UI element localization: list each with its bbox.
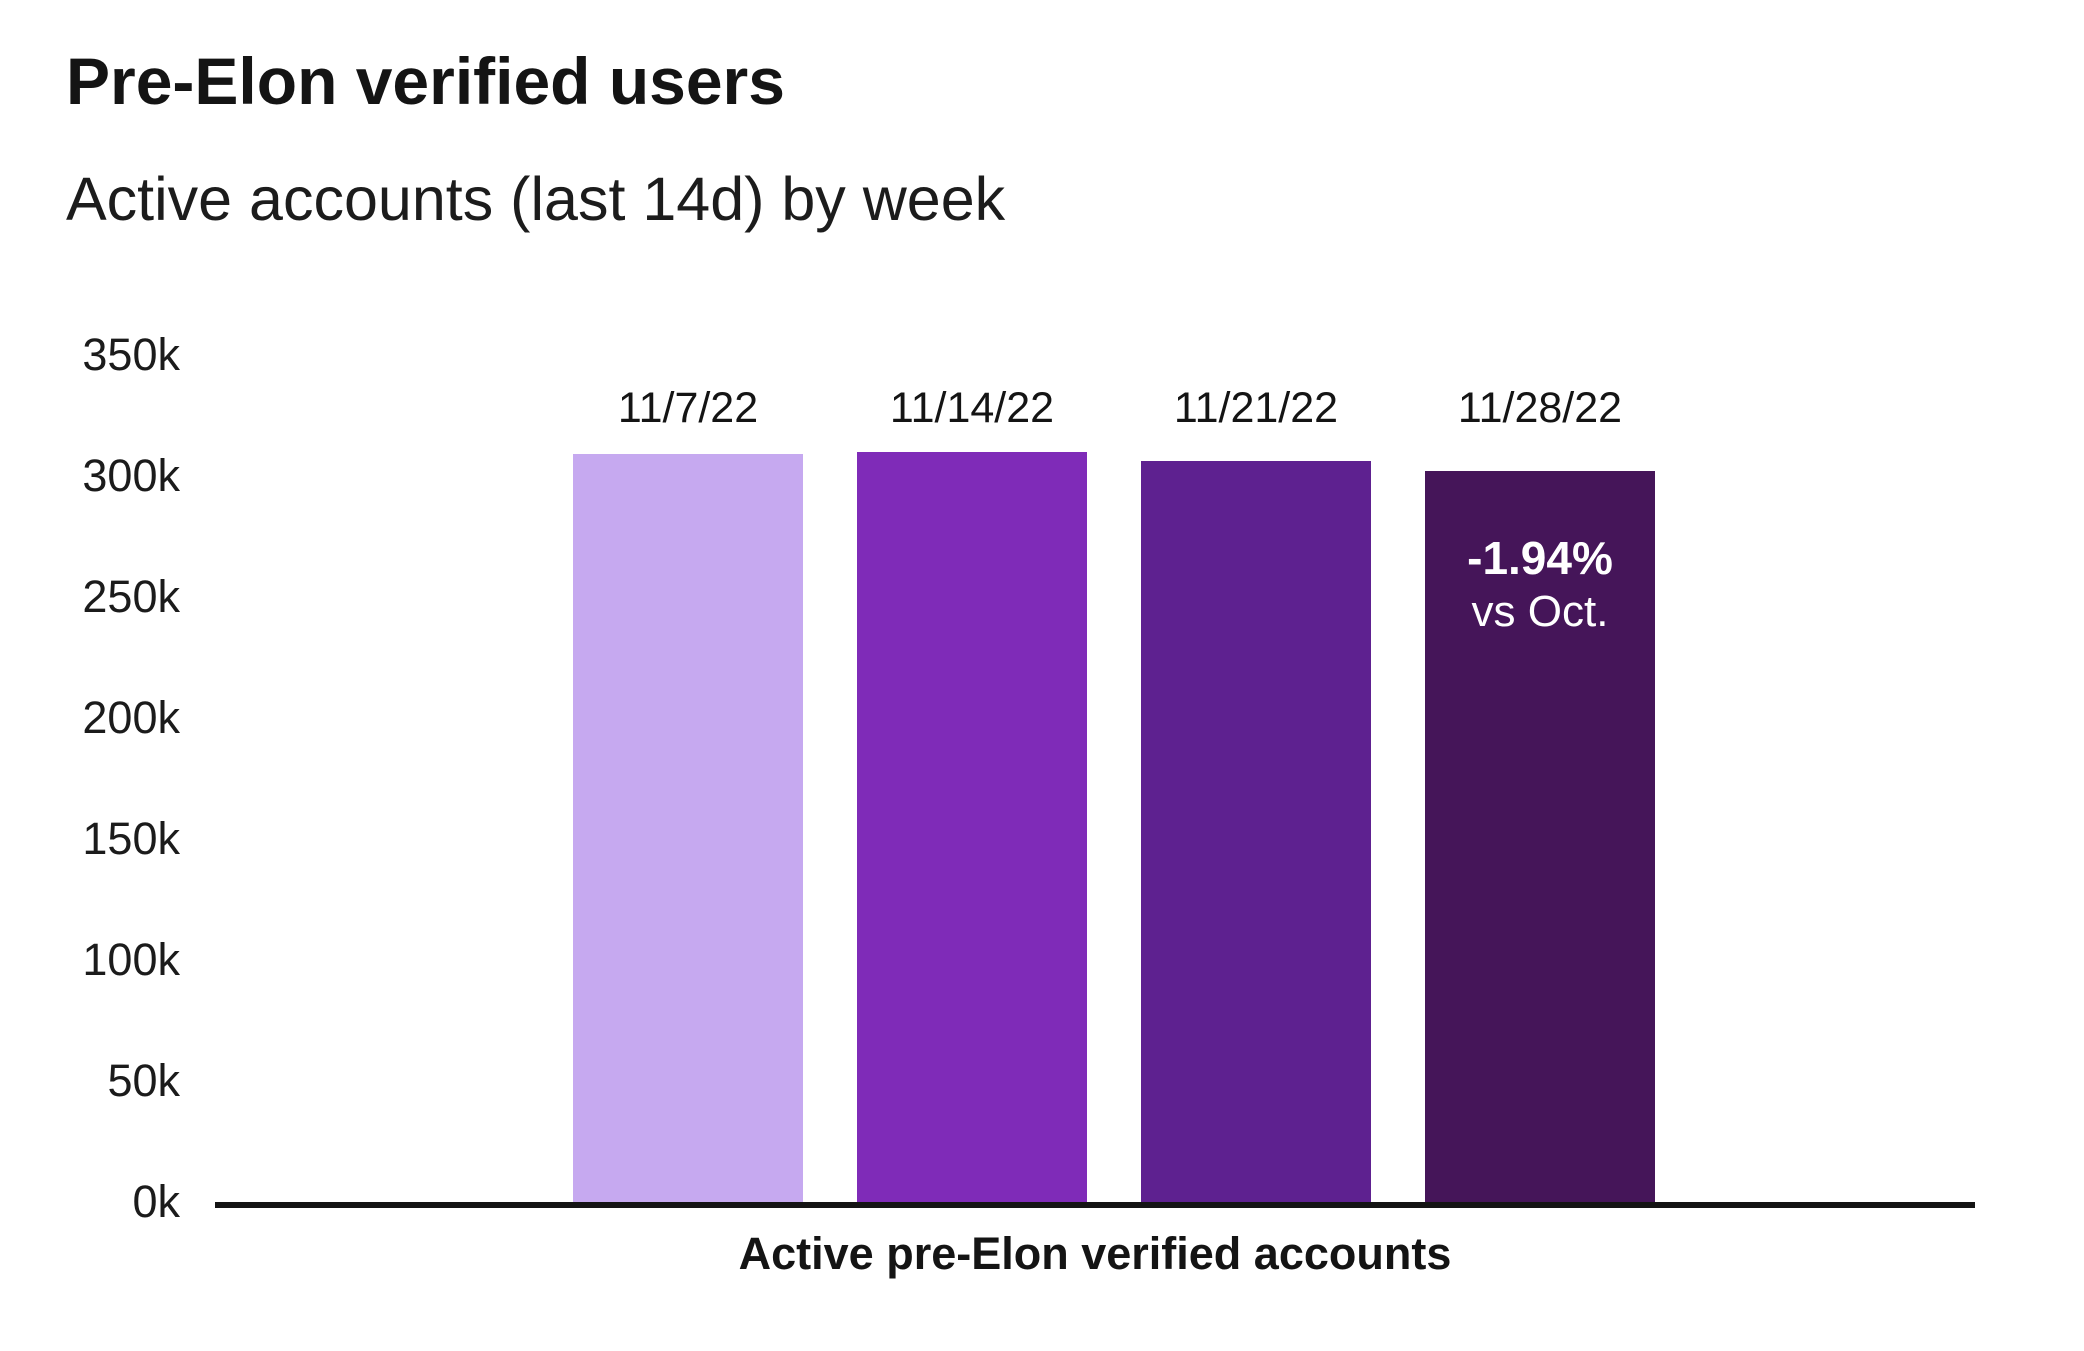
annotation-comparison: vs Oct. — [1471, 587, 1609, 637]
annotation-percent: -1.94% — [1467, 532, 1613, 585]
bar-annotation: -1.94% vs Oct. — [1425, 531, 1655, 639]
bar — [1141, 461, 1371, 1202]
y-axis-tick-label: 150k — [82, 813, 180, 864]
chart-title: Pre-Elon verified users — [66, 44, 785, 118]
bar — [857, 451, 1087, 1202]
y-axis-tick-label: 350k — [82, 329, 180, 380]
y-axis-tick-label: 100k — [82, 934, 180, 985]
x-axis-label: Active pre-Elon verified accounts — [738, 1228, 1452, 1279]
y-axis-tick-label: 250k — [82, 571, 180, 622]
bar-date-label: 11/7/22 — [617, 384, 759, 432]
bar: -1.94% vs Oct. — [1425, 471, 1655, 1202]
bar-slot: 11/7/22 — [573, 355, 803, 1202]
y-axis-tick-label: 300k — [82, 450, 180, 501]
y-axis-tick-label: 200k — [82, 692, 180, 743]
y-axis-tick-label: 0k — [132, 1176, 180, 1227]
y-axis-tick-label: 50k — [107, 1055, 180, 1106]
bar-date-label: 11/14/22 — [889, 384, 1055, 432]
chart-subtitle: Active accounts (last 14d) by week — [66, 165, 1006, 233]
bar-slot: 11/14/22 — [857, 355, 1087, 1202]
bar-date-label: 11/21/22 — [1173, 384, 1339, 432]
bars-group: 11/7/22 11/14/22 11/21/22 11/28/22 -1.94% vs … — [573, 355, 1655, 1202]
bar-date-label: 11/28/22 — [1457, 384, 1623, 432]
chart-plot: 11/7/22 11/14/22 11/21/22 11/28/22 -1.94% vs … — [215, 355, 1975, 1208]
bar-slot: 11/21/22 — [1141, 355, 1371, 1202]
bar-slot: 11/28/22 -1.94% vs Oct. — [1425, 355, 1655, 1202]
bar — [573, 454, 803, 1202]
